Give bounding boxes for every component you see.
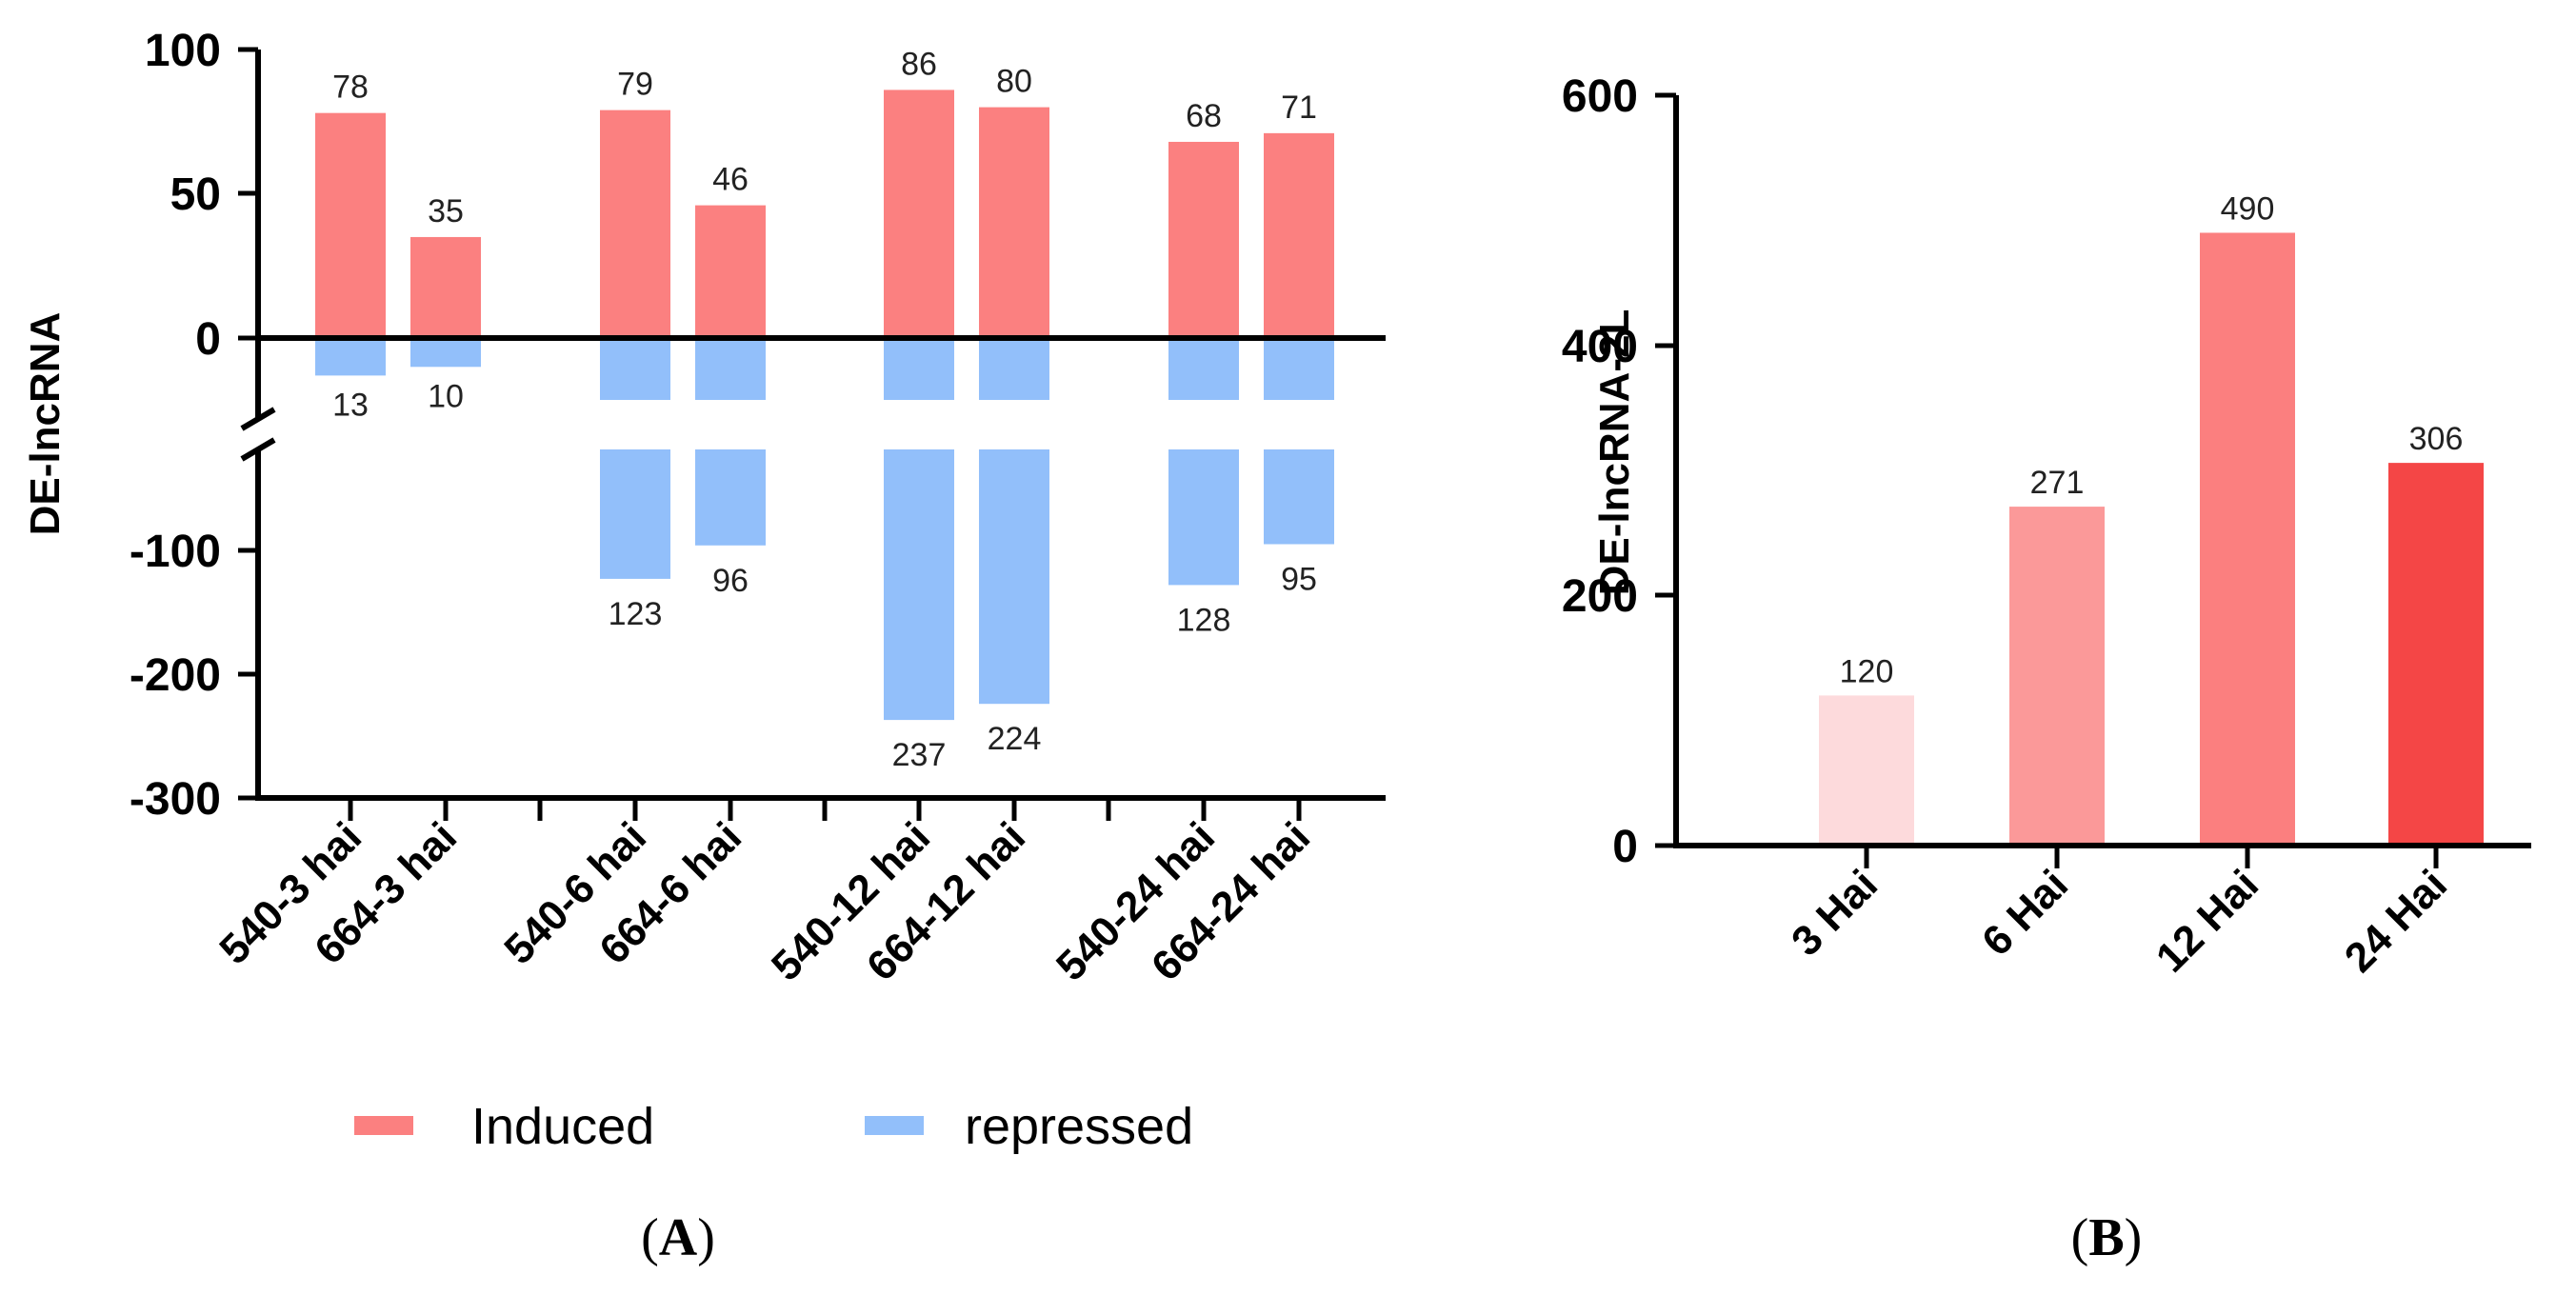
panel-b-value-labels: 120 271 490 306 [1840, 190, 2464, 689]
label-repressed-8: 95 [1281, 562, 1317, 598]
bar-repressed-stub-6 [979, 338, 1049, 400]
panel-b-caption-open: ( [2071, 1208, 2089, 1267]
legend-repressed-swatch [865, 1116, 924, 1135]
bar-repressed-6 [979, 449, 1049, 705]
panel-b-bar-1 [1819, 695, 1914, 846]
panel-b-ytick-label-600: 600 [1562, 71, 1638, 122]
panel-a-ytick-label-50: 50 [170, 169, 221, 220]
panel-a-ytick-label-minus100: -100 [130, 527, 221, 577]
panel-a-axis-break-mark [240, 407, 276, 431]
panel-b-bar-3 [2200, 232, 2295, 846]
panel-b-xtick-label-4: 24 Hai [2336, 861, 2456, 981]
label-repressed-7: 128 [1177, 602, 1231, 638]
bar-repressed-4 [695, 449, 766, 546]
panel-a-y-axis-label: DE-lncRNA [22, 312, 69, 536]
panel-a-caption: (A) [641, 1208, 715, 1267]
label-repressed-1: 13 [332, 387, 369, 423]
panel-a-ytick-label-minus300: -300 [130, 774, 221, 825]
label-repressed-4: 96 [712, 563, 749, 599]
bar-repressed-1 [315, 338, 386, 376]
panel-b-ytick-label-200: 200 [1562, 571, 1638, 622]
panel-a-bars [315, 90, 1334, 721]
bar-induced-3 [600, 110, 670, 338]
panel-a-axis-break-mark-2 [240, 437, 276, 462]
panel-b-caption-letter: B [2088, 1208, 2124, 1267]
panel-a-legend: Induced repressed [354, 1098, 1193, 1155]
label-induced-2: 35 [428, 193, 464, 229]
label-induced-4: 46 [712, 162, 749, 198]
panel-b-x-ticks: 3 Hai 6 Hai 12 Hai 24 Hai [1783, 846, 2456, 982]
bar-repressed-stub-4 [695, 338, 766, 400]
bar-repressed-8 [1264, 449, 1334, 545]
panel-b-xtick-label-2: 6 Hai [1973, 861, 2077, 965]
panel-a-caption-close: ) [697, 1208, 715, 1267]
panel-a-caption-letter: A [659, 1208, 698, 1267]
bar-induced-1 [315, 112, 386, 338]
panel-a-caption-open: ( [641, 1208, 659, 1267]
panel-a-ytick-label-100: 100 [145, 26, 221, 76]
label-induced-1: 78 [332, 70, 369, 106]
panel-b-label-3: 490 [2221, 190, 2275, 227]
label-induced-3: 79 [617, 67, 653, 103]
panel-b-caption-close: ) [2125, 1208, 2143, 1267]
bar-repressed-stub-7 [1168, 338, 1239, 400]
panel-b-label-4: 306 [2409, 421, 2464, 457]
bar-induced-5 [884, 90, 954, 339]
bar-induced-7 [1168, 141, 1239, 338]
label-repressed-5: 237 [892, 737, 947, 773]
legend-repressed-label: repressed [965, 1098, 1193, 1155]
panel-b-label-1: 120 [1840, 653, 1894, 689]
bar-repressed-stub-5 [884, 338, 954, 400]
legend-induced-label: Induced [471, 1098, 654, 1155]
label-induced-8: 71 [1281, 90, 1317, 126]
panel-b-caption: (B) [2071, 1208, 2143, 1267]
panel-b-ytick-label-0: 0 [1612, 822, 1638, 872]
panel-b-xtick-label-1: 3 Hai [1783, 861, 1887, 965]
bar-induced-8 [1264, 132, 1334, 338]
panel-b-chart: 120 271 490 306 600 400 200 0 3 Hai 6 Hai 12 … [1562, 71, 2531, 982]
legend-induced-swatch [354, 1116, 413, 1135]
panel-b-xtick-label-3: 12 Hai [2147, 861, 2267, 981]
bar-repressed-7 [1168, 449, 1239, 586]
panel-b-y-axis-label: DE-lncRNA-2L [1591, 309, 1638, 596]
bar-repressed-5 [884, 449, 954, 721]
panel-a-ytick-label-0: 0 [195, 314, 221, 365]
bar-repressed-stub-8 [1264, 338, 1334, 400]
panel-b-ytick-label-400: 400 [1562, 322, 1638, 372]
label-induced-7: 68 [1186, 98, 1222, 134]
label-repressed-3: 123 [609, 596, 663, 632]
panel-b-bar-4 [2388, 463, 2484, 846]
label-induced-6: 80 [996, 64, 1032, 100]
bar-induced-6 [979, 107, 1049, 338]
bar-repressed-stub-3 [600, 338, 670, 400]
bar-induced-2 [410, 236, 481, 338]
label-repressed-6: 224 [988, 721, 1042, 757]
panel-b-bar-2 [2009, 507, 2105, 846]
panel-b-bars [1819, 232, 2484, 846]
bar-induced-4 [695, 205, 766, 338]
panel-a-chart: 78 13 35 10 79 123 46 96 86 237 80 224 68 128 71 95 100… [22, 26, 1386, 1155]
panel-a-ytick-label-minus200: -200 [130, 650, 221, 701]
label-repressed-2: 10 [428, 378, 464, 414]
bar-repressed-2 [410, 338, 481, 368]
panel-a-value-labels: 78 13 35 10 79 123 46 96 86 237 80 224 68 128 71 95 [332, 46, 1317, 773]
label-induced-5: 86 [901, 46, 937, 82]
bar-repressed-3 [600, 449, 670, 579]
panel-b-label-2: 271 [2030, 465, 2085, 501]
